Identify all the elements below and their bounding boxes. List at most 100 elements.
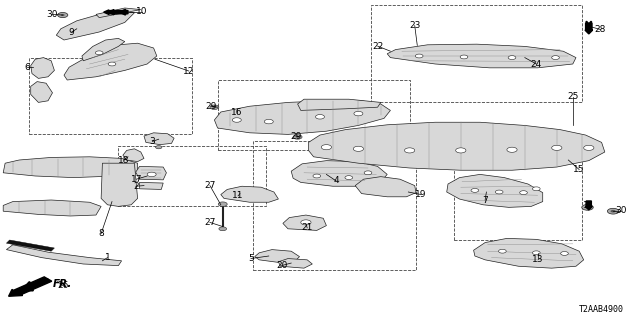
Polygon shape (82, 38, 125, 61)
Text: 25: 25 (567, 92, 579, 101)
Polygon shape (56, 11, 134, 40)
Text: 30: 30 (615, 206, 627, 215)
Text: 26: 26 (57, 281, 68, 290)
Circle shape (210, 105, 219, 109)
Text: 12: 12 (183, 67, 195, 76)
Polygon shape (214, 101, 390, 134)
Circle shape (212, 106, 216, 108)
Circle shape (293, 135, 302, 139)
Polygon shape (140, 182, 163, 189)
Polygon shape (123, 149, 144, 162)
Polygon shape (447, 174, 543, 207)
Polygon shape (387, 44, 576, 68)
FancyArrow shape (586, 201, 592, 210)
Text: 17: 17 (131, 175, 142, 184)
Text: 1: 1 (105, 253, 110, 262)
Bar (253, 141, 416, 270)
FancyArrow shape (104, 10, 114, 14)
Circle shape (532, 187, 540, 191)
Circle shape (156, 146, 162, 149)
Polygon shape (6, 245, 122, 266)
Circle shape (415, 54, 423, 58)
Text: 7: 7 (483, 196, 488, 204)
Text: 6: 6 (24, 63, 29, 72)
Circle shape (95, 51, 103, 55)
Circle shape (460, 55, 468, 59)
Text: 20: 20 (276, 261, 287, 270)
Polygon shape (255, 250, 300, 262)
Polygon shape (3, 157, 138, 178)
Text: 21: 21 (301, 223, 313, 232)
Circle shape (499, 249, 506, 253)
Circle shape (61, 14, 65, 16)
Circle shape (561, 252, 568, 255)
Circle shape (232, 118, 241, 122)
Circle shape (607, 208, 619, 214)
Text: T2AAB4900: T2AAB4900 (579, 305, 624, 314)
Circle shape (611, 210, 616, 212)
Circle shape (354, 111, 363, 116)
Polygon shape (31, 82, 52, 102)
Circle shape (316, 115, 324, 119)
Polygon shape (31, 58, 54, 78)
Polygon shape (298, 99, 381, 110)
Text: FR.: FR. (52, 279, 72, 289)
Text: 3: 3 (150, 137, 155, 146)
Polygon shape (101, 163, 138, 206)
Polygon shape (3, 200, 101, 216)
Circle shape (552, 145, 562, 150)
Polygon shape (278, 259, 312, 268)
Polygon shape (308, 122, 605, 170)
Circle shape (404, 148, 415, 153)
Polygon shape (283, 215, 326, 230)
Polygon shape (136, 166, 166, 180)
Text: 2: 2 (133, 182, 138, 191)
Text: 13: 13 (532, 255, 543, 264)
Polygon shape (221, 186, 278, 202)
Text: 30: 30 (47, 10, 58, 19)
Polygon shape (64, 43, 157, 80)
FancyArrow shape (585, 23, 593, 34)
Polygon shape (291, 161, 387, 186)
Bar (118, 146, 266, 206)
Circle shape (219, 227, 227, 231)
Text: 18: 18 (118, 156, 129, 164)
Text: 29: 29 (205, 102, 217, 111)
Text: 4: 4 (333, 176, 339, 185)
Text: 9: 9 (69, 28, 74, 36)
Circle shape (507, 147, 517, 152)
Polygon shape (144, 133, 174, 145)
Circle shape (585, 206, 590, 209)
Circle shape (108, 62, 116, 66)
Circle shape (296, 136, 300, 138)
Circle shape (471, 188, 479, 192)
Circle shape (582, 204, 593, 210)
Circle shape (584, 145, 594, 150)
Circle shape (508, 56, 516, 60)
Bar (454, 150, 582, 240)
Text: 14: 14 (583, 201, 595, 210)
FancyArrow shape (108, 10, 128, 15)
Circle shape (301, 220, 311, 225)
Circle shape (218, 202, 227, 206)
Circle shape (321, 145, 332, 150)
Circle shape (520, 191, 527, 195)
Text: 16: 16 (231, 108, 243, 117)
Text: 23: 23 (409, 21, 420, 30)
Circle shape (552, 56, 559, 60)
Circle shape (58, 12, 68, 18)
Text: 15: 15 (573, 165, 585, 174)
Polygon shape (96, 8, 141, 18)
Circle shape (364, 171, 372, 175)
Circle shape (147, 172, 156, 177)
Circle shape (313, 174, 321, 178)
Text: 28: 28 (595, 25, 606, 34)
Bar (218, 80, 410, 150)
Polygon shape (6, 240, 54, 251)
Bar (29, 58, 192, 134)
Text: 24: 24 (531, 60, 542, 68)
Text: 8: 8 (99, 229, 104, 238)
Text: 11: 11 (232, 191, 244, 200)
Text: 5: 5 (248, 254, 253, 263)
Bar (371, 5, 582, 102)
